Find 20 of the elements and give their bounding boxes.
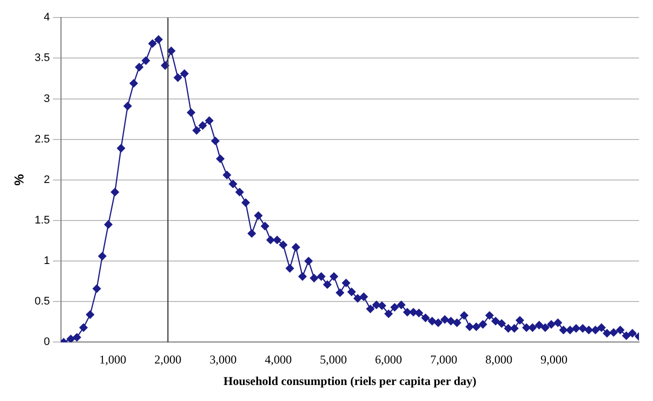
x-tick-label: 8,000 — [485, 352, 512, 367]
x-tick-label: 6,000 — [375, 352, 402, 367]
y-tick-label: 2.5 — [34, 133, 50, 146]
x-tick-label: 1,000 — [99, 352, 126, 367]
x-axis-title: Household consumption (riels per capita per day) — [223, 374, 476, 388]
x-tick-label: 5,000 — [320, 352, 347, 367]
y-axis-title: % — [11, 174, 26, 186]
y-tick-label: 0 — [44, 336, 50, 348]
y-tick-label: 1.5 — [34, 214, 50, 227]
y-tick-label: 3 — [44, 92, 50, 105]
x-tick-label: 3,000 — [210, 352, 237, 367]
y-tick-label: 3.5 — [34, 52, 50, 64]
x-tick-label: 2,000 — [154, 352, 182, 367]
y-tick-label: 1 — [44, 255, 50, 268]
x-tick-label: 9,000 — [540, 352, 568, 367]
x-tick-label: 4,000 — [264, 352, 292, 367]
y-tick-label: 4 — [44, 12, 50, 24]
y-tick-label: 0.5 — [34, 296, 50, 308]
y-tick-label: 2 — [44, 174, 50, 186]
x-tick-label: 7,000 — [430, 352, 458, 367]
